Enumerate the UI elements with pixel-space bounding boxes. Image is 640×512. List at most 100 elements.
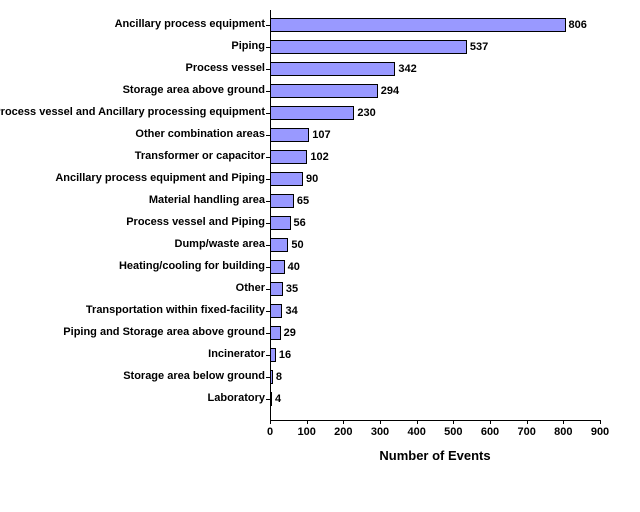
bar-row: 34 (270, 300, 298, 322)
bar-label: Piping (231, 41, 265, 52)
bar-value: 40 (288, 262, 300, 273)
bar-row: 102 (270, 146, 329, 168)
x-tick-label: 300 (371, 426, 389, 438)
y-tick (266, 135, 270, 136)
bar-value: 34 (285, 306, 297, 317)
bar-value: 102 (310, 152, 328, 163)
bar-value: 294 (381, 86, 399, 97)
bar-row: 29 (270, 322, 296, 344)
y-tick (266, 245, 270, 246)
bar-rect (270, 348, 276, 362)
bar-row: 342 (270, 58, 417, 80)
x-tick (417, 420, 418, 424)
bar-label: Other (236, 283, 265, 294)
y-tick (266, 223, 270, 224)
x-tick (490, 420, 491, 424)
y-tick (266, 157, 270, 158)
x-tick (307, 420, 308, 424)
y-tick (266, 179, 270, 180)
bar-row: 294 (270, 80, 399, 102)
bar-label: Storage area above ground (123, 85, 265, 96)
y-tick (266, 377, 270, 378)
bar-row: 8 (270, 366, 282, 388)
y-tick (266, 333, 270, 334)
bar-rect (270, 150, 307, 164)
bar-label: Process vessel and Piping (126, 217, 265, 228)
bar-row: 806 (270, 14, 587, 36)
bar-rect (270, 194, 294, 208)
bar-value: 65 (297, 196, 309, 207)
bar-row: 35 (270, 278, 298, 300)
x-tick-label: 0 (267, 426, 273, 438)
x-tick (563, 420, 564, 424)
y-tick (266, 25, 270, 26)
bar-row: 4 (270, 388, 281, 410)
y-tick (266, 113, 270, 114)
bar-label: Laboratory (208, 393, 265, 404)
bar-label: Storage area below ground (123, 371, 265, 382)
bar-label: Other combination areas (135, 129, 265, 140)
bar-rect (270, 172, 303, 186)
x-tick-label: 100 (297, 426, 315, 438)
bar-label: Ancillary process equipment (115, 19, 265, 30)
bar-value: 342 (398, 64, 416, 75)
bar-value: 8 (276, 372, 282, 383)
bar-label: Ancillary process equipment and Piping (55, 173, 265, 184)
bar-value: 50 (291, 240, 303, 251)
bar-rect (270, 128, 309, 142)
bar-rect (270, 370, 273, 384)
y-tick (266, 289, 270, 290)
bar-value: 537 (470, 42, 488, 53)
bar-row: 107 (270, 124, 331, 146)
bar-row: 90 (270, 168, 318, 190)
bar-label: Incinerator (208, 349, 265, 360)
bar-label: Heating/cooling for building (119, 261, 265, 272)
x-tick (600, 420, 601, 424)
bar-value: 16 (279, 350, 291, 361)
bar-rect (270, 282, 283, 296)
bar-label: Piping and Storage area above ground (63, 327, 265, 338)
bar-label: Process vessel and Ancillary processing … (0, 107, 265, 118)
y-tick (266, 91, 270, 92)
bar-row: 230 (270, 102, 376, 124)
x-tick-label: 900 (591, 426, 609, 438)
y-tick (266, 201, 270, 202)
plot-area: Ancillary process equipment806Piping537P… (270, 10, 600, 420)
bar-value: 4 (275, 394, 281, 405)
bar-rect (270, 40, 467, 54)
y-tick (266, 69, 270, 70)
x-tick-label: 600 (481, 426, 499, 438)
bar-rect (270, 238, 288, 252)
bar-rect (270, 62, 395, 76)
x-tick (380, 420, 381, 424)
y-tick (266, 355, 270, 356)
x-tick-label: 800 (554, 426, 572, 438)
bar-value: 107 (312, 130, 330, 141)
y-tick (266, 311, 270, 312)
bar-rect (270, 106, 354, 120)
bar-label: Dump/waste area (175, 239, 265, 250)
bar-label: Material handling area (149, 195, 265, 206)
bar-rect (270, 84, 378, 98)
bar-value: 35 (286, 284, 298, 295)
bar-label: Transportation within fixed-facility (86, 305, 265, 316)
bar-rect (270, 392, 272, 406)
y-tick (266, 267, 270, 268)
bar-value: 230 (357, 108, 375, 119)
x-tick (453, 420, 454, 424)
bar-rect (270, 260, 285, 274)
bar-row: 56 (270, 212, 306, 234)
x-tick-label: 200 (334, 426, 352, 438)
bar-row: 16 (270, 344, 291, 366)
events-bar-chart: Ancillary process equipment 806 Piping 537 P… (0, 0, 640, 512)
bar-row: 65 (270, 190, 309, 212)
bar-rect (270, 216, 291, 230)
bar-row: 50 (270, 234, 304, 256)
x-tick-label: 500 (444, 426, 462, 438)
x-tick (527, 420, 528, 424)
x-axis-line (270, 420, 600, 421)
bar-row: 537 (270, 36, 488, 58)
bar-rect (270, 326, 281, 340)
x-tick (343, 420, 344, 424)
bar-label: Process vessel (185, 63, 265, 74)
